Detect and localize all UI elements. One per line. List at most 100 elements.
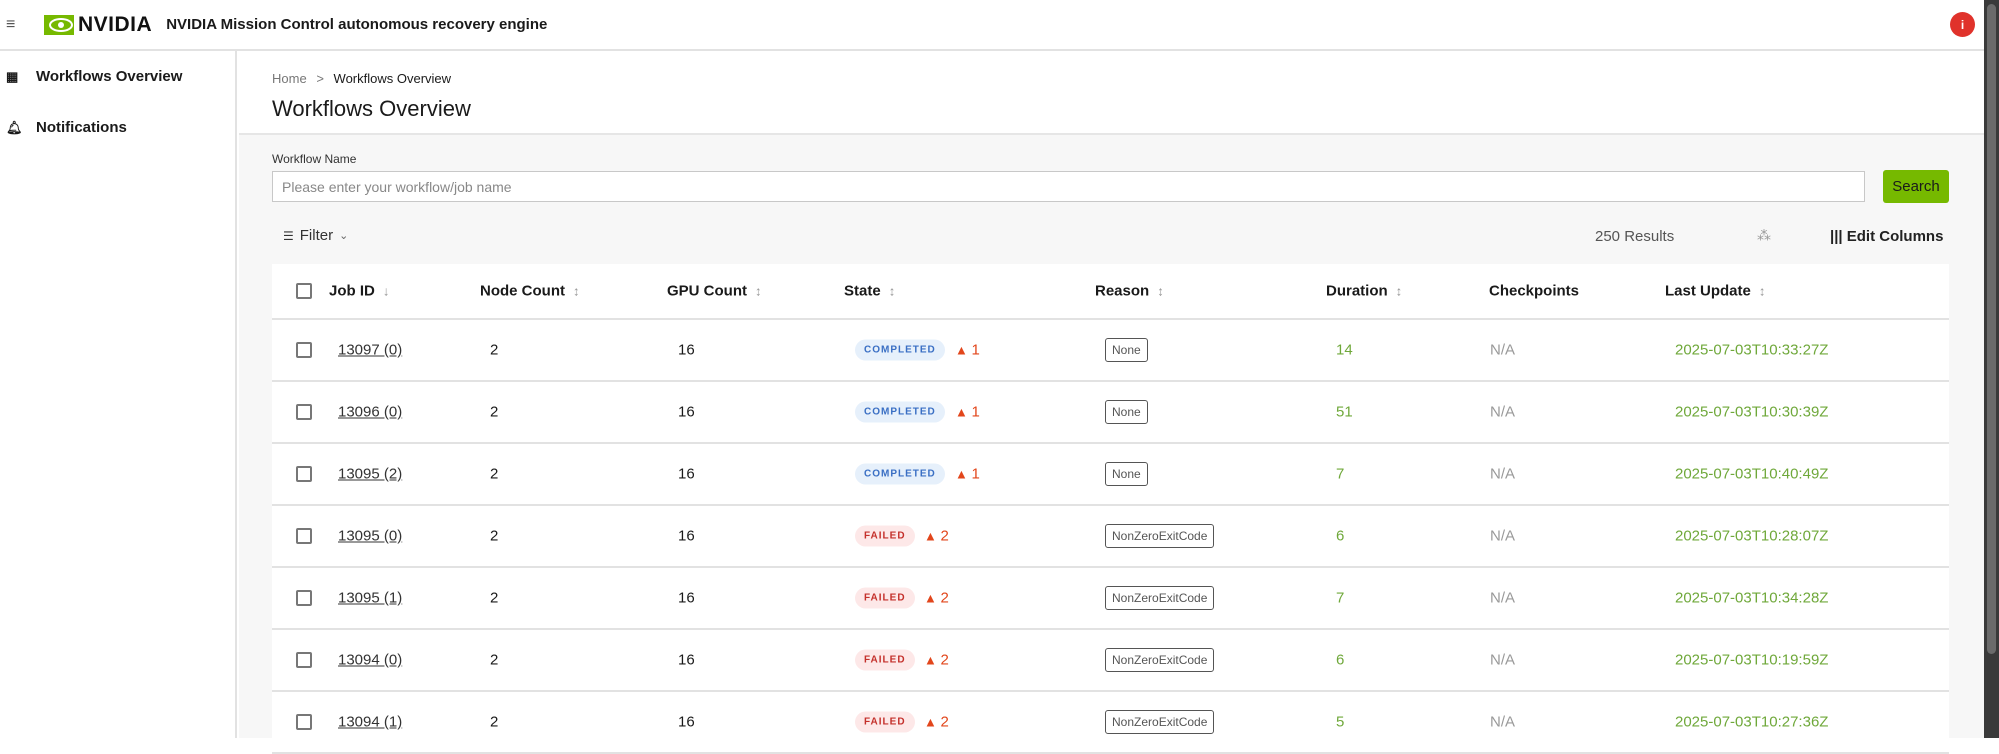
column-header-label: Last Update bbox=[1665, 282, 1751, 300]
warning-count-value: 2 bbox=[940, 589, 949, 607]
row-checkbox[interactable] bbox=[296, 466, 312, 482]
column-header-label: Job ID bbox=[329, 282, 375, 300]
sidebar: ▦ Workflows Overview 🔔︎ Notifications bbox=[0, 51, 237, 738]
table-row[interactable]: 13096 (0) 2 16 COMPLETED ▲ 1 None 51 N/A 2025-07… bbox=[272, 382, 1949, 444]
table-row[interactable]: 13095 (1) 2 16 FAILED ▲ 2 NonZeroExitCode 7 N/A… bbox=[272, 568, 1949, 630]
main-content: Home > Workflows Overview Workflows Over… bbox=[239, 51, 1984, 754]
duration: 7 bbox=[1336, 589, 1345, 607]
breadcrumb-current: Workflows Overview bbox=[333, 71, 452, 86]
sort-desc-icon[interactable]: ↓ bbox=[382, 283, 390, 299]
row-checkbox[interactable] bbox=[296, 342, 312, 358]
node-count: 2 bbox=[490, 651, 499, 669]
edit-columns-button[interactable]: ||| Edit Columns bbox=[1830, 228, 1943, 245]
checkpoints: N/A bbox=[1490, 713, 1516, 731]
nvidia-eye-icon bbox=[44, 14, 74, 35]
breadcrumb-home[interactable]: Home bbox=[272, 71, 307, 86]
sidebar-item-notifications[interactable]: 🔔︎ Notifications bbox=[0, 102, 235, 153]
row-checkbox[interactable] bbox=[296, 404, 312, 420]
warning-count[interactable]: ▲ 2 bbox=[924, 590, 949, 607]
sort-icon[interactable]: ↕ bbox=[572, 283, 580, 299]
logo-text: NVIDIA bbox=[78, 12, 153, 36]
reason-tag: None bbox=[1105, 462, 1148, 486]
workflow-name-input[interactable] bbox=[272, 171, 1865, 202]
warning-count-value: 2 bbox=[940, 651, 949, 669]
warning-count[interactable]: ▲ 2 bbox=[924, 652, 949, 669]
table-row[interactable]: 13097 (0) 2 16 COMPLETED ▲ 1 None 14 N/A 2025-07… bbox=[272, 320, 1949, 382]
workflow-name-label: Workflow Name bbox=[272, 152, 357, 166]
user-avatar[interactable]: i bbox=[1950, 12, 1975, 37]
job-id-link[interactable]: 13094 (1) bbox=[338, 713, 403, 731]
duration: 6 bbox=[1336, 527, 1345, 545]
last-update: 2025-07-03T10:33:27Z bbox=[1675, 341, 1829, 359]
column-header-duration[interactable]: Duration ↕ bbox=[1326, 283, 1402, 300]
warning-count[interactable]: ▲ 2 bbox=[924, 528, 949, 545]
table-row[interactable]: 13094 (0) 2 16 FAILED ▲ 2 NonZeroExitCode 6 N/A… bbox=[272, 630, 1949, 692]
results-count: 250 Results bbox=[1595, 228, 1675, 245]
page-header: Home > Workflows Overview Workflows Over… bbox=[239, 51, 1984, 135]
warning-count[interactable]: ▲ 1 bbox=[955, 404, 980, 421]
node-count: 2 bbox=[490, 465, 499, 483]
top-bar: ≡ NVIDIA NVIDIA Mission Control autonomo… bbox=[0, 0, 1984, 51]
job-id-link[interactable]: 13095 (1) bbox=[338, 589, 403, 607]
table-row[interactable]: 13095 (2) 2 16 COMPLETED ▲ 1 None 7 N/A 2025-07-… bbox=[272, 444, 1949, 506]
hamburger-icon[interactable]: ≡ bbox=[6, 15, 16, 33]
column-header-last-update[interactable]: Last Update ↕ bbox=[1665, 283, 1765, 300]
nvidia-logo[interactable]: NVIDIA bbox=[44, 13, 152, 37]
job-id-link[interactable]: 13094 (0) bbox=[338, 651, 403, 669]
sort-icon[interactable]: ↕ bbox=[1395, 283, 1403, 299]
row-checkbox[interactable] bbox=[296, 714, 312, 730]
column-header-label: Node Count bbox=[480, 282, 565, 300]
job-id-link[interactable]: 13095 (0) bbox=[338, 527, 403, 545]
column-header-job-id[interactable]: Job ID ↓ bbox=[329, 283, 389, 300]
user-icon: i bbox=[1960, 17, 1965, 32]
checkpoints: N/A bbox=[1490, 403, 1516, 421]
state-badge: FAILED bbox=[855, 587, 915, 609]
search-button[interactable]: Search bbox=[1883, 170, 1949, 203]
checkpoints: N/A bbox=[1490, 589, 1516, 607]
last-update: 2025-07-03T10:40:49Z bbox=[1675, 465, 1829, 483]
job-id-link[interactable]: 13095 (2) bbox=[338, 465, 403, 483]
breadcrumb-separator: > bbox=[316, 71, 324, 86]
last-update: 2025-07-03T10:30:39Z bbox=[1675, 403, 1829, 421]
columns-icon: ||| bbox=[1830, 228, 1843, 245]
gpu-count: 16 bbox=[678, 403, 695, 421]
warning-count-value: 1 bbox=[971, 341, 980, 359]
filter-icon: ☰ bbox=[283, 228, 294, 243]
column-header-node-count[interactable]: Node Count ↕ bbox=[480, 283, 579, 300]
select-all-checkbox[interactable] bbox=[296, 283, 312, 299]
sort-icon[interactable]: ↕ bbox=[755, 283, 762, 299]
state-badge: COMPLETED bbox=[855, 339, 945, 361]
column-header-gpu-count[interactable]: GPU Count ↕ bbox=[667, 283, 762, 300]
sort-icon[interactable]: ↕ bbox=[1157, 283, 1164, 299]
gpu-count: 16 bbox=[678, 589, 695, 607]
warning-count-value: 2 bbox=[940, 527, 949, 545]
column-header-reason[interactable]: Reason ↕ bbox=[1095, 283, 1164, 300]
warning-count[interactable]: ▲ 1 bbox=[955, 342, 980, 359]
warning-icon: ▲ bbox=[955, 466, 972, 482]
sidebar-item-workflows[interactable]: ▦ Workflows Overview bbox=[0, 51, 235, 102]
sort-icon[interactable]: ↕ bbox=[888, 283, 896, 299]
table-row[interactable]: 13094 (1) 2 16 FAILED ▲ 2 NonZeroExitCode 5 N/A… bbox=[272, 692, 1949, 754]
last-update: 2025-07-03T10:27:36Z bbox=[1675, 713, 1829, 731]
sort-icon[interactable]: ↕ bbox=[1758, 283, 1766, 299]
chevron-down-icon: ⌄ bbox=[339, 230, 349, 242]
scroll-thumb[interactable] bbox=[1987, 4, 1996, 654]
filter-button[interactable]: ☰ Filter ⌄ bbox=[283, 227, 348, 244]
job-id-link[interactable]: 13096 (0) bbox=[338, 403, 403, 421]
warning-count-value: 1 bbox=[971, 403, 980, 421]
warning-count[interactable]: ▲ 2 bbox=[924, 714, 949, 731]
scrollbar[interactable] bbox=[1984, 0, 1999, 738]
column-header-checkpoints[interactable]: Checkpoints bbox=[1489, 283, 1579, 300]
job-id-link[interactable]: 13097 (0) bbox=[338, 341, 403, 359]
row-checkbox[interactable] bbox=[296, 528, 312, 544]
row-checkbox[interactable] bbox=[296, 652, 312, 668]
column-header-state[interactable]: State ↕ bbox=[844, 283, 895, 300]
checkpoints: N/A bbox=[1490, 341, 1516, 359]
sidebar-item-label: Notifications bbox=[36, 119, 127, 136]
dashboard-icon: ▦ bbox=[6, 68, 19, 84]
state-badge: COMPLETED bbox=[855, 463, 945, 485]
table-row[interactable]: 13095 (0) 2 16 FAILED ▲ 2 NonZeroExitCode 6 N/A… bbox=[272, 506, 1949, 568]
row-checkbox[interactable] bbox=[296, 590, 312, 606]
duration: 5 bbox=[1336, 713, 1345, 731]
warning-count[interactable]: ▲ 1 bbox=[955, 466, 980, 483]
